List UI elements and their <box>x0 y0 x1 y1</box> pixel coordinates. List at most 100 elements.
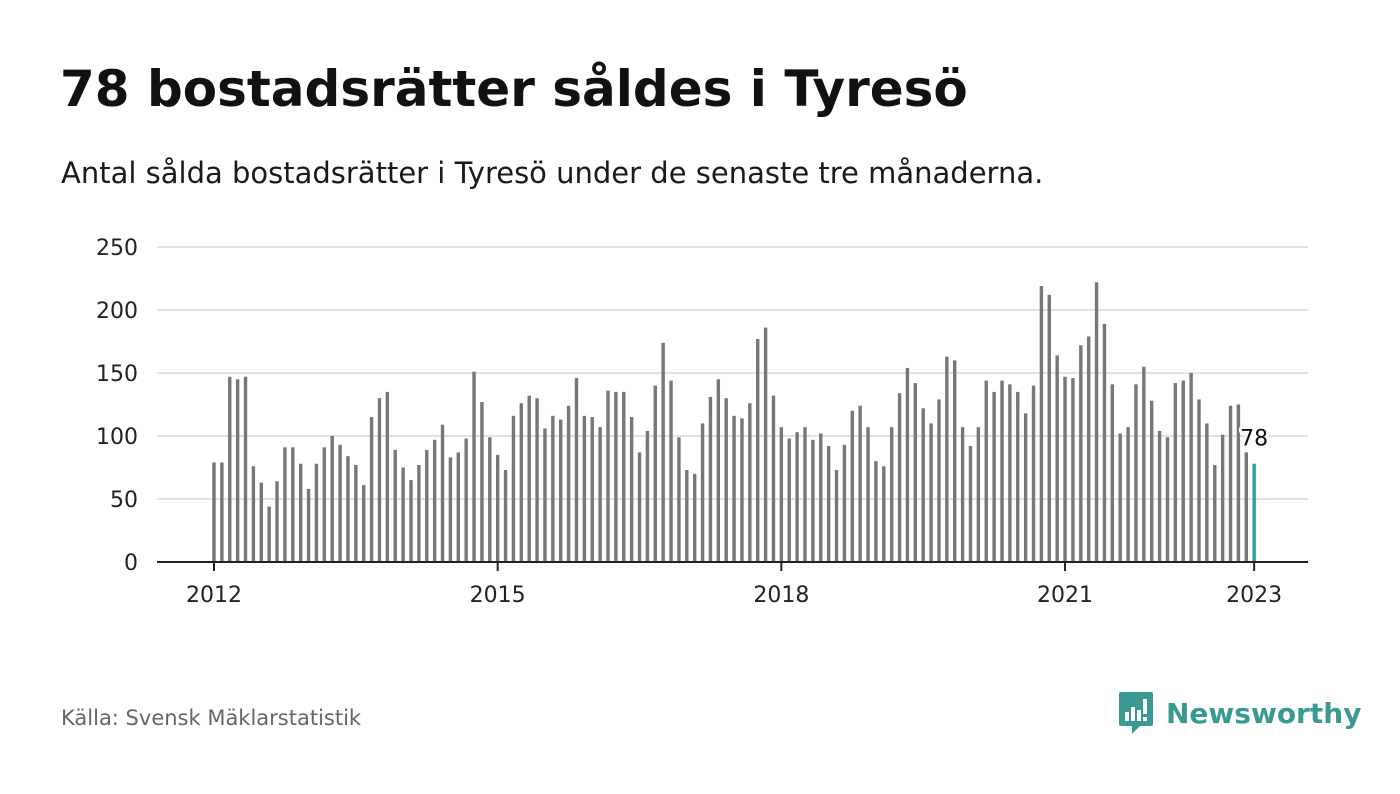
bar <box>748 403 752 562</box>
bar <box>1118 433 1122 562</box>
bar <box>456 452 460 562</box>
bar <box>425 449 429 562</box>
bar <box>795 432 799 562</box>
bar <box>235 379 240 562</box>
y-axis: 0 50 100 150 200 250 <box>96 236 138 576</box>
bar <box>953 360 957 562</box>
bar <box>1039 286 1044 562</box>
bar <box>1157 430 1162 562</box>
y-tick-label: 100 <box>96 425 138 450</box>
bar <box>882 466 886 562</box>
bar <box>1063 376 1067 562</box>
bar <box>417 464 421 562</box>
x-tick-label: 2023 <box>1226 583 1282 608</box>
bar <box>708 396 713 562</box>
bar <box>393 449 397 562</box>
newsworthy-logo[interactable]: Newsworthy <box>1118 690 1361 736</box>
bar <box>251 466 256 562</box>
bar <box>929 423 933 562</box>
bar <box>1102 323 1107 562</box>
bar <box>913 383 918 562</box>
bar <box>858 405 862 562</box>
bar <box>598 427 602 562</box>
bar <box>1220 434 1225 562</box>
bar <box>448 457 453 562</box>
bar <box>1016 391 1020 562</box>
y-tick-label: 50 <box>110 488 138 513</box>
bar <box>685 470 689 562</box>
y-tick-label: 250 <box>96 236 138 261</box>
y-tick-label: 200 <box>96 299 138 324</box>
bar <box>377 398 382 562</box>
bar <box>992 391 996 562</box>
bar <box>1228 405 1233 562</box>
bar <box>669 380 673 562</box>
chart-subtitle: Antal sålda bostadsrätter i Tyresö under… <box>61 156 1044 190</box>
bar <box>243 376 248 562</box>
bar <box>1189 373 1193 562</box>
bar <box>259 482 263 562</box>
bar <box>582 415 587 562</box>
bar <box>464 438 468 562</box>
bar <box>1086 336 1091 562</box>
chart-title: 78 bostadsrätter såldes i Tyresö <box>60 60 968 118</box>
bar <box>440 424 445 562</box>
data-labels: 78 <box>1237 424 1271 455</box>
bar <box>1213 464 1217 562</box>
bar <box>543 428 547 562</box>
bar <box>984 380 988 562</box>
bar-highlight <box>1252 463 1256 562</box>
bar <box>866 427 870 562</box>
x-tick-label: 2021 <box>1037 583 1093 608</box>
bar <box>763 327 768 562</box>
bar <box>495 454 500 562</box>
bar <box>574 378 579 562</box>
bar <box>1244 452 1248 562</box>
bar <box>346 456 350 562</box>
bar <box>1126 427 1130 562</box>
bar <box>677 437 681 562</box>
bar <box>1031 385 1036 562</box>
bar <box>645 430 650 562</box>
bar <box>283 447 287 562</box>
bar <box>298 463 303 562</box>
bar <box>629 417 634 562</box>
x-tick-label: 2015 <box>470 583 526 608</box>
bar <box>874 461 878 562</box>
bar <box>724 398 728 562</box>
bar <box>385 391 390 562</box>
bar <box>330 436 334 562</box>
bar <box>1079 345 1083 562</box>
bar <box>1181 380 1185 562</box>
bar <box>527 395 531 562</box>
bar <box>590 417 594 562</box>
bar <box>921 408 925 562</box>
bar <box>291 447 295 562</box>
bar <box>1094 282 1099 562</box>
bar <box>716 379 721 562</box>
bar <box>409 480 413 562</box>
bar <box>960 427 965 562</box>
bar <box>1236 404 1241 562</box>
bar <box>432 439 437 562</box>
bar <box>1205 423 1209 562</box>
bar <box>519 403 524 562</box>
bar <box>480 401 484 562</box>
bar <box>1197 399 1201 562</box>
bar <box>369 417 374 562</box>
bar <box>306 488 311 562</box>
bar <box>566 405 571 562</box>
bar <box>732 415 736 562</box>
bar <box>700 423 705 562</box>
bar <box>1055 355 1059 562</box>
bar <box>1150 400 1154 562</box>
bar <box>661 342 665 562</box>
bar <box>535 398 539 562</box>
bar <box>842 444 847 562</box>
x-tick-label: 2018 <box>753 583 809 608</box>
bar <box>945 356 949 562</box>
bar <box>267 506 271 562</box>
bar <box>559 419 563 562</box>
bar <box>850 410 854 562</box>
bar <box>228 376 232 562</box>
